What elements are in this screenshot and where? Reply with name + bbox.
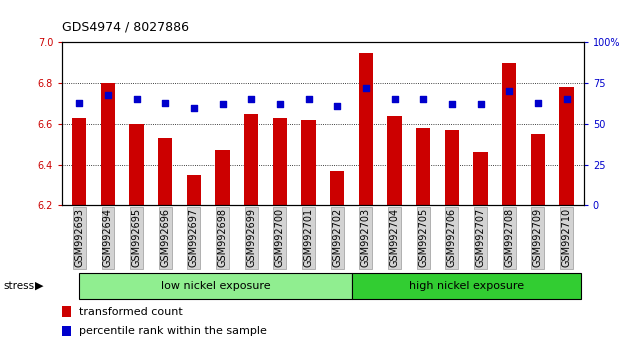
- Bar: [359, 53, 373, 205]
- Bar: [244, 114, 258, 205]
- Point: [189, 105, 199, 110]
- Bar: [301, 120, 315, 205]
- Bar: [560, 87, 574, 205]
- Bar: [72, 118, 86, 205]
- Text: ▶: ▶: [35, 281, 43, 291]
- Point: [132, 97, 142, 102]
- Point: [247, 97, 256, 102]
- Bar: [129, 124, 144, 205]
- Point: [389, 97, 399, 102]
- Bar: [531, 134, 545, 205]
- Text: percentile rank within the sample: percentile rank within the sample: [79, 326, 268, 336]
- Point: [419, 97, 428, 102]
- Text: low nickel exposure: low nickel exposure: [161, 281, 270, 291]
- Text: high nickel exposure: high nickel exposure: [409, 281, 524, 291]
- Point: [447, 102, 457, 107]
- Bar: [416, 128, 430, 205]
- Bar: [158, 138, 173, 205]
- Text: transformed count: transformed count: [79, 307, 183, 316]
- Bar: [330, 171, 345, 205]
- Point: [160, 100, 170, 105]
- Point: [533, 100, 543, 105]
- Bar: [473, 152, 487, 205]
- Bar: [187, 175, 201, 205]
- Point: [561, 97, 571, 102]
- Point: [332, 103, 342, 109]
- Bar: [351, 273, 581, 299]
- Point: [275, 102, 285, 107]
- Bar: [502, 63, 517, 205]
- Point: [504, 88, 514, 94]
- Point: [75, 100, 84, 105]
- Point: [361, 85, 371, 91]
- Point: [103, 92, 113, 97]
- Point: [217, 102, 227, 107]
- Text: GDS4974 / 8027886: GDS4974 / 8027886: [62, 21, 189, 34]
- Bar: [388, 116, 402, 205]
- Bar: [215, 150, 230, 205]
- Point: [304, 97, 314, 102]
- Bar: [445, 130, 459, 205]
- Bar: [273, 118, 287, 205]
- Bar: [101, 83, 115, 205]
- Bar: [79, 273, 351, 299]
- Text: stress: stress: [3, 281, 34, 291]
- Point: [476, 102, 486, 107]
